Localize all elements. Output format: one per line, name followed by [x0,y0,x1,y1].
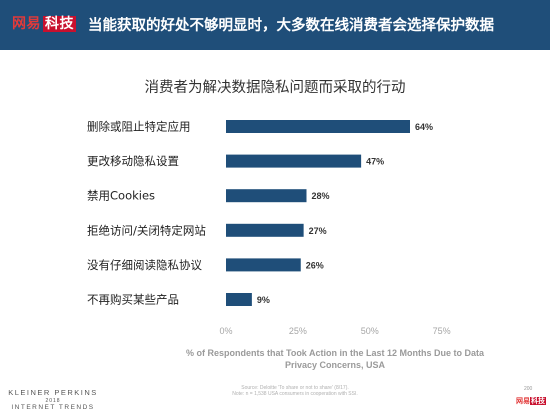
bar [226,223,304,237]
bar [226,154,362,168]
category-label: 删除或阻止特定应用 [87,120,191,134]
value-label: 27% [309,226,327,236]
x-axis-label: % of Respondents that Took Action in the… [185,348,484,370]
bar [226,189,307,203]
netease-tech-watermark: 网易科技 [516,397,546,405]
x-tick-label: 75% [433,326,451,336]
category-label: 拒绝访问/关闭特定网站 [87,223,206,237]
value-label: 28% [312,191,330,201]
value-label: 26% [306,260,324,270]
bar [226,258,301,272]
bar [226,293,252,306]
value-label: 64% [415,122,433,132]
value-label: 47% [366,157,384,167]
netease-tech-logo: 网易 科技 [12,16,76,32]
x-tick-label: 0% [219,326,232,336]
header-bar: 网易 科技 当能获取的好处不够明显时，大多数在线消费者会选择保护数据 [0,0,550,50]
x-tick-label: 25% [289,326,307,336]
kpcb-logo: KLEINER PERKINS 2018 INTERNET TRENDS [8,388,98,411]
category-label: 更改移动隐私设置 [87,154,179,168]
page-number: 200 [524,386,533,392]
category-label: 禁用Cookies [87,189,155,203]
chart-title: 消费者为解决数据隐私问题而采取的行动 [144,80,406,96]
slide-title: 当能获取的好处不够明显时，大多数在线消费者会选择保护数据 [88,18,494,34]
x-tick-label: 50% [361,326,379,336]
bar [226,120,410,133]
source-note: Source: Deloitte 'To share or not to sha… [232,385,358,397]
value-label: 9% [257,295,270,305]
category-label: 不再购买某些产品 [87,293,179,307]
category-label: 没有仔细阅读隐私协议 [87,258,202,272]
